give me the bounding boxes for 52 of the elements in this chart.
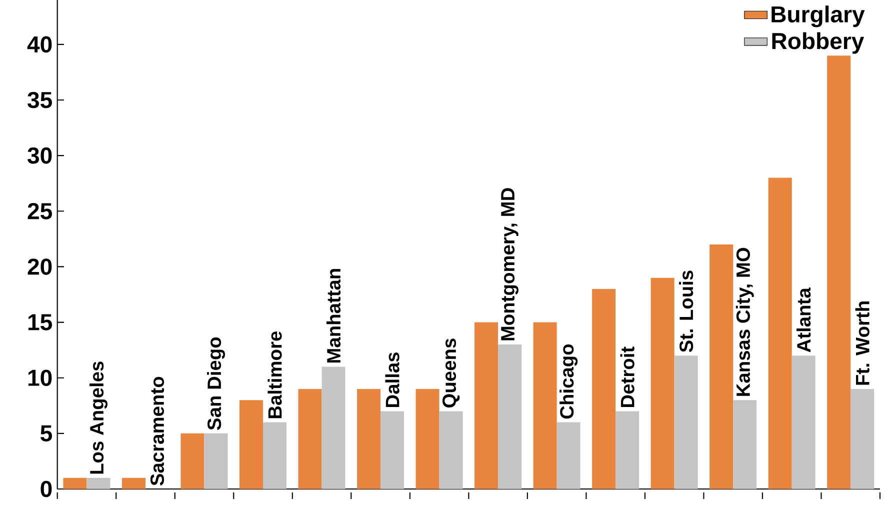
bar	[616, 411, 640, 489]
bar	[380, 411, 404, 489]
bar	[122, 478, 146, 489]
bar	[204, 433, 228, 489]
bar	[416, 388, 440, 489]
bar	[263, 422, 287, 489]
bar	[533, 322, 557, 489]
bar	[498, 344, 522, 489]
y-tick-label: 30	[28, 147, 52, 164]
x-tick-label: Dallas	[385, 352, 400, 407]
bar	[180, 433, 204, 489]
y-tick-label: 25	[28, 203, 52, 220]
bar	[827, 56, 851, 489]
x-tick-label: San Diego	[207, 337, 225, 430]
legend-label: Burglary	[772, 6, 865, 28]
bar	[792, 356, 816, 489]
x-tick-label: Los Angeles	[89, 362, 108, 474]
bar	[63, 478, 87, 489]
x-tick-label: Chicago	[560, 344, 578, 419]
bar	[592, 288, 616, 489]
bar	[710, 244, 734, 489]
x-tick-label: Montgomery, MD	[501, 188, 518, 340]
bar	[474, 322, 498, 489]
y-tick-label: 35	[28, 92, 52, 108]
bar	[240, 400, 264, 489]
bar	[322, 366, 346, 489]
bar	[439, 411, 463, 489]
bar	[556, 422, 580, 489]
bar	[733, 400, 757, 489]
bar	[674, 356, 698, 489]
bar	[86, 478, 110, 489]
x-tick-label: Atlanta	[796, 288, 811, 352]
x-tick-label: Queens	[442, 338, 460, 408]
bar	[298, 388, 322, 489]
bar	[650, 278, 674, 489]
x-tick-label: St. Louis	[679, 270, 694, 352]
y-tick-label: 10	[28, 370, 52, 386]
x-tick-label: Manhattan	[326, 269, 341, 363]
x-tick-label: Detroit	[620, 346, 634, 407]
bar	[357, 388, 381, 489]
y-tick-label: 15	[28, 314, 52, 330]
x-tick-label: Ft. Worth	[855, 302, 870, 385]
y-tick-label: 0	[40, 480, 52, 498]
y-tick-label: 40	[27, 36, 52, 53]
y-tick-label: 5	[40, 425, 52, 442]
x-tick-label: Kansas City, MO	[736, 248, 754, 396]
y-tick-label: 20	[28, 258, 52, 275]
bar	[768, 178, 792, 489]
x-tick-label: Baltimore	[268, 331, 282, 418]
legend-label: Robbery	[772, 32, 864, 54]
bar	[850, 388, 874, 489]
x-tick-label: Sacramento	[150, 376, 164, 486]
